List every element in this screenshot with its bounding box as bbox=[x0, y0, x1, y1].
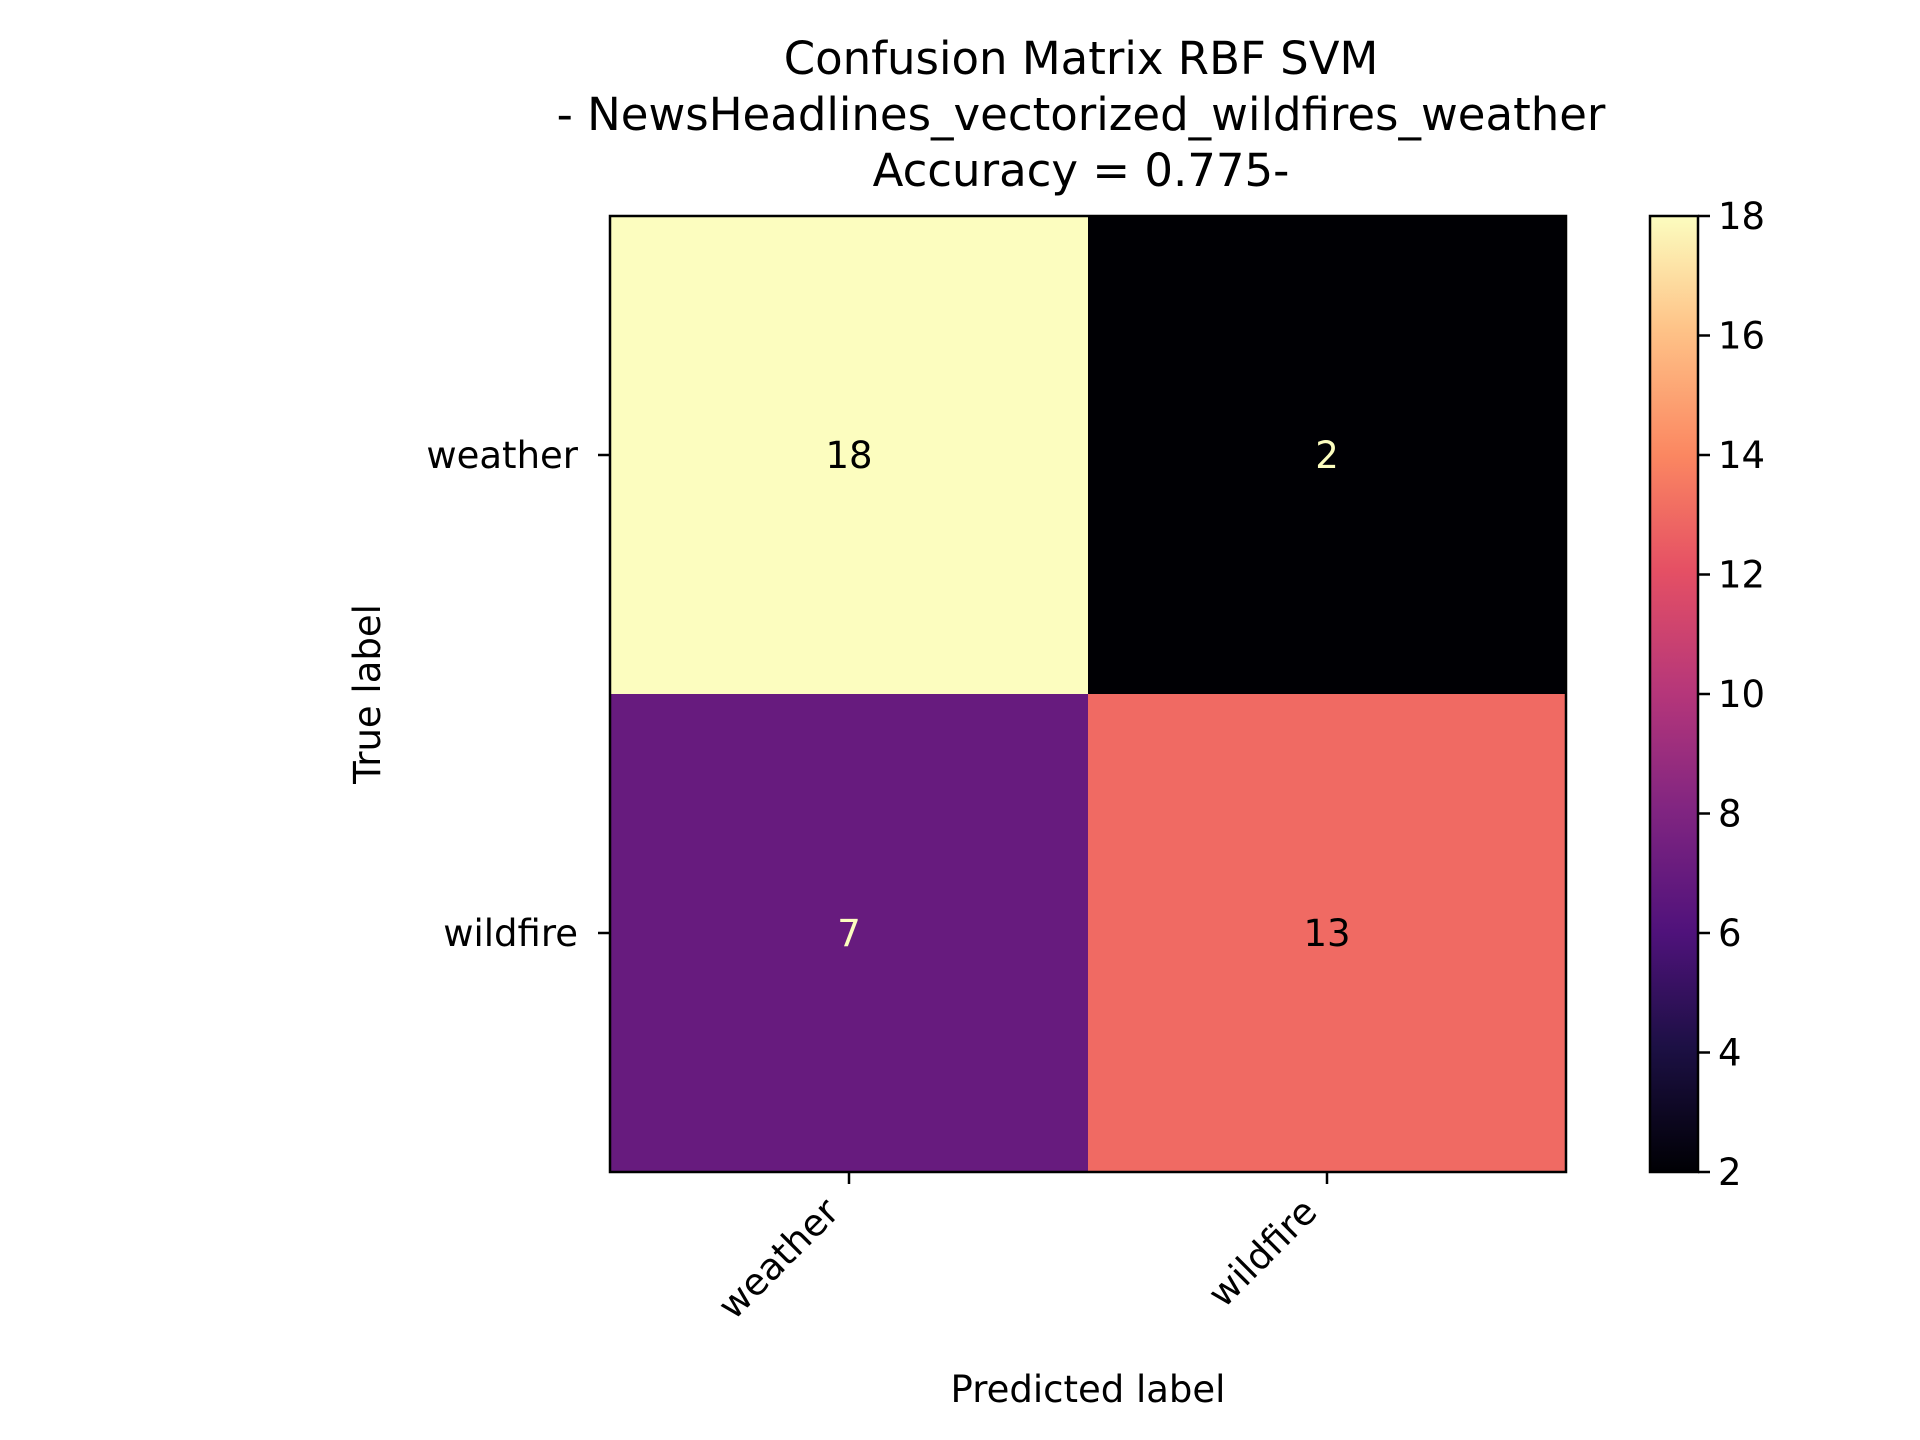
heatmap-cells bbox=[610, 216, 1566, 1172]
chart-title-line-3: Accuracy = 0.775- bbox=[873, 144, 1290, 197]
plot-frame bbox=[608, 214, 1568, 1174]
y-axis-label: True label bbox=[346, 604, 389, 785]
x-tick-label: wildfire bbox=[1200, 1190, 1326, 1316]
heatmap-cell-value: 18 bbox=[825, 434, 872, 477]
y-axis-ticks: weather wildfire bbox=[426, 434, 610, 955]
colorbar-tick-label: 18 bbox=[1718, 195, 1765, 238]
x-axis-ticks: weather wildfire bbox=[710, 1172, 1329, 1328]
colorbar-tick-label: 6 bbox=[1718, 912, 1742, 955]
colorbar-tick-label: 12 bbox=[1718, 554, 1765, 597]
colorbar bbox=[1648, 214, 1700, 1174]
x-axis-label: Predicted label bbox=[951, 1368, 1226, 1411]
colorbar-tick-label: 16 bbox=[1718, 315, 1765, 358]
colorbar-tick-label: 4 bbox=[1718, 1032, 1742, 1075]
heatmap-cell bbox=[1088, 216, 1566, 694]
heatmap-cell-labels: 18 2 7 13 bbox=[825, 434, 1350, 955]
chart-title-line-2: - NewsHeadlines_vectorized_wildfires_wea… bbox=[557, 88, 1606, 141]
colorbar-ticks: 2 4 6 8 10 12 14 16 18 bbox=[1698, 195, 1765, 1194]
y-tick-label: weather bbox=[426, 434, 578, 477]
heatmap-cell-value: 7 bbox=[837, 912, 861, 955]
colorbar-tick-label: 14 bbox=[1718, 434, 1765, 477]
heatmap-cell-value: 13 bbox=[1303, 912, 1350, 955]
colorbar-tick-label: 8 bbox=[1718, 793, 1742, 836]
colorbar-tick-label: 10 bbox=[1718, 673, 1765, 716]
heatmap-cell bbox=[610, 694, 1088, 1172]
colorbar-tick-label: 2 bbox=[1718, 1151, 1742, 1194]
x-tick-label: weather bbox=[710, 1189, 848, 1327]
y-tick-label: wildfire bbox=[443, 912, 578, 955]
heatmap-cell-value: 2 bbox=[1315, 434, 1339, 477]
heatmap-cell bbox=[1088, 694, 1566, 1172]
heatmap-cell bbox=[610, 216, 1088, 694]
chart-title-line-1: Confusion Matrix RBF SVM bbox=[784, 32, 1379, 85]
chart-title: Confusion Matrix RBF SVM - NewsHeadlines… bbox=[557, 32, 1606, 197]
